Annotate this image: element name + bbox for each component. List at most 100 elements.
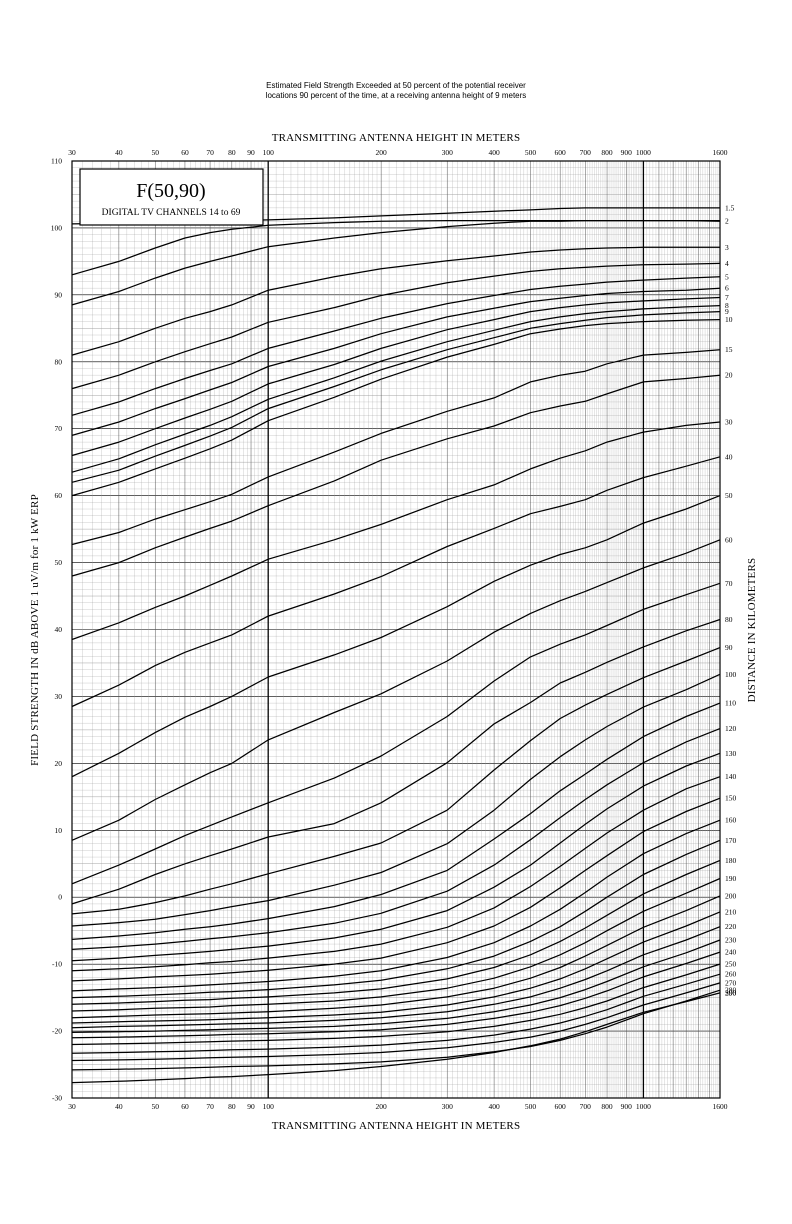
distance-label: 280 <box>725 986 737 995</box>
x-tick-label-top: 60 <box>181 148 189 157</box>
x-tick-label-top: 50 <box>151 148 159 157</box>
distance-label: 230 <box>725 936 737 945</box>
distance-label: 40 <box>725 452 733 461</box>
distance-curve-80 <box>71 582 721 885</box>
x-tick-label-top: 90 <box>247 148 255 157</box>
distance-curve-220 <box>71 911 721 1024</box>
x-tick-label-bottom: 70 <box>206 1102 214 1111</box>
x-tick-label-top: 500 <box>525 148 537 157</box>
distance-label: 10 <box>725 315 733 324</box>
distance-label: 50 <box>725 491 733 500</box>
distance-label: 20 <box>725 371 733 380</box>
x-tick-label-bottom: 1000 <box>636 1102 651 1111</box>
y-tick-label: 110 <box>51 157 62 166</box>
distance-label: 30 <box>725 418 733 427</box>
x-tick-label-bottom: 300 <box>442 1102 454 1111</box>
distance-label: 120 <box>725 724 737 733</box>
distance-curve-30 <box>71 374 721 577</box>
distance-curve-6 <box>71 276 721 416</box>
distance-curve-160 <box>71 797 721 982</box>
distance-label: 3 <box>725 243 729 252</box>
distance-curve-280 <box>71 982 721 1062</box>
distance-curve-4 <box>71 246 720 356</box>
distance-label: 300 <box>725 988 737 997</box>
y-tick-label: 70 <box>55 424 63 433</box>
distance-curve-170 <box>71 819 721 992</box>
distance-curve-230 <box>71 926 721 1029</box>
y-axis-title-right: DISTANCE IN KILOMETERS <box>746 558 758 703</box>
distance-label: 130 <box>725 749 737 758</box>
distance-curve-200 <box>71 877 721 1012</box>
y-tick-label: 20 <box>55 759 63 768</box>
distance-curve-190 <box>71 859 721 1005</box>
distance-curve-240 <box>71 939 721 1034</box>
x-tick-label-top: 400 <box>488 148 500 157</box>
distance-label: 7 <box>725 293 729 302</box>
distance-curve-20 <box>71 349 721 546</box>
distance-label: 180 <box>725 856 737 865</box>
distance-label: 290 <box>725 988 737 997</box>
y-tick-label: 100 <box>51 223 63 232</box>
distance-label: 80 <box>725 615 733 624</box>
x-tick-label-top: 40 <box>115 148 123 157</box>
y-axis-title: FIELD STRENGTH IN dB ABOVE 1 uV/m for 1 … <box>29 494 41 766</box>
x-tick-label-bottom: 700 <box>580 1102 592 1111</box>
x-tick-label-top: 100 <box>263 148 275 157</box>
y-tick-label: 10 <box>55 826 63 835</box>
y-tick-label: 50 <box>55 558 63 567</box>
distance-curve-40 <box>71 421 721 641</box>
distance-curve-250 <box>71 951 721 1039</box>
y-tick-label: -10 <box>52 960 62 969</box>
x-tick-label-top: 30 <box>68 148 76 157</box>
x-tick-label-bottom: 50 <box>151 1102 159 1111</box>
distance-curve-150 <box>71 776 721 972</box>
distance-curve-7 <box>71 287 721 437</box>
distance-label: 260 <box>725 970 737 979</box>
distance-curve-70 <box>71 539 721 841</box>
distance-label: 150 <box>725 794 737 803</box>
y-tick-label: 30 <box>55 692 63 701</box>
x-tick-label-bottom: 600 <box>555 1102 567 1111</box>
plot-frame <box>71 160 721 1099</box>
y-tick-label: 40 <box>55 625 63 634</box>
x-tick-label-bottom: 500 <box>525 1102 537 1111</box>
x-tick-label-bottom: 90 <box>247 1102 255 1111</box>
y-tick-label: 80 <box>55 357 63 366</box>
distance-curve-5 <box>71 262 721 390</box>
distance-label: 4 <box>725 259 729 268</box>
distance-label: 100 <box>725 670 737 679</box>
distance-curve-130 <box>71 728 721 951</box>
distance-curve-10 <box>71 310 721 483</box>
x-axis-title-bottom: TRANSMITTING ANTENNA HEIGHT IN METERS <box>272 1120 521 1132</box>
x-tick-label-bottom: 30 <box>68 1102 76 1111</box>
chart-header: Estimated Field Strength Exceeded at 50 … <box>0 81 792 101</box>
x-tick-label-top: 300 <box>442 148 454 157</box>
distance-curve-8 <box>71 296 721 457</box>
distance-label: 5 <box>725 272 729 281</box>
curve-group <box>71 207 721 1084</box>
distance-label: 240 <box>725 948 737 957</box>
y-tick-label: 90 <box>55 290 63 299</box>
y-tick-label: -30 <box>52 1094 62 1103</box>
distance-label: 6 <box>725 284 729 293</box>
x-tick-label-top: 70 <box>206 148 214 157</box>
distance-curve-100 <box>71 647 721 915</box>
distance-label: 110 <box>725 699 736 708</box>
distance-label: 250 <box>725 960 737 969</box>
distance-curve-9 <box>71 304 721 473</box>
x-tick-label-top: 200 <box>376 148 388 157</box>
x-tick-label-bottom: 40 <box>115 1102 123 1111</box>
y-tick-label: 0 <box>58 893 62 902</box>
axis-ticks: 3030404050506060707080809090100100200200… <box>51 148 728 1111</box>
distance-label: 70 <box>725 579 733 588</box>
distance-label: 200 <box>725 891 737 900</box>
x-tick-label-top: 800 <box>601 148 613 157</box>
distance-curve-90 <box>71 618 721 905</box>
legend-title: F(50,90) <box>136 180 205 202</box>
y-tick-label: 60 <box>55 491 63 500</box>
distance-label: 270 <box>725 978 737 987</box>
x-tick-label-bottom: 60 <box>181 1102 189 1111</box>
distance-label: 9 <box>725 307 729 316</box>
x-tick-label-bottom: 100 <box>263 1102 275 1111</box>
